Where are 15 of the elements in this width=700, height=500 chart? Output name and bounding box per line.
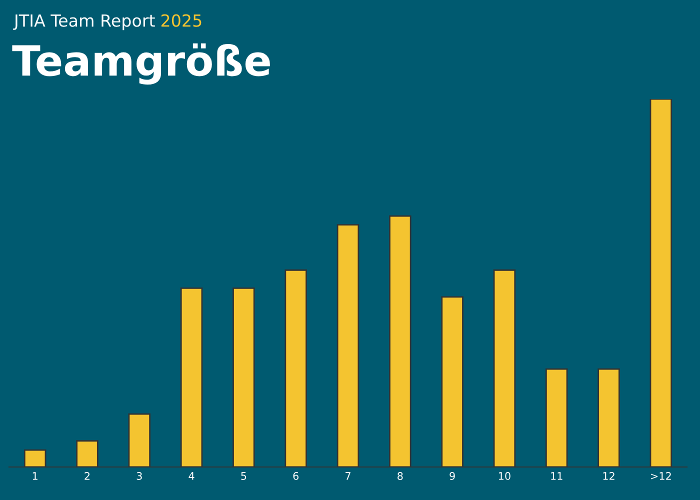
x-tick-label: 7 bbox=[346, 472, 350, 480]
x-tick-label: 5 bbox=[241, 472, 246, 480]
x-tick-label: 4 bbox=[188, 472, 194, 480]
x-tick-label: >12 bbox=[651, 472, 671, 480]
x-tick-label: 2 bbox=[84, 472, 90, 480]
x-tick-label: 6 bbox=[293, 472, 299, 480]
x-tick-label: 11 bbox=[551, 472, 562, 480]
x-tick-label: 8 bbox=[398, 472, 403, 480]
chart-title: Teamgröße bbox=[12, 43, 270, 85]
x-tick-label: 1 bbox=[32, 472, 38, 480]
x-tick-label: 12 bbox=[603, 472, 614, 480]
x-tick-label: 9 bbox=[450, 472, 455, 480]
x-tick-label: 3 bbox=[136, 472, 142, 480]
x-tick-label: 10 bbox=[498, 472, 510, 480]
chart-subtitle: JTIA Team Report 2025 bbox=[13, 14, 202, 30]
